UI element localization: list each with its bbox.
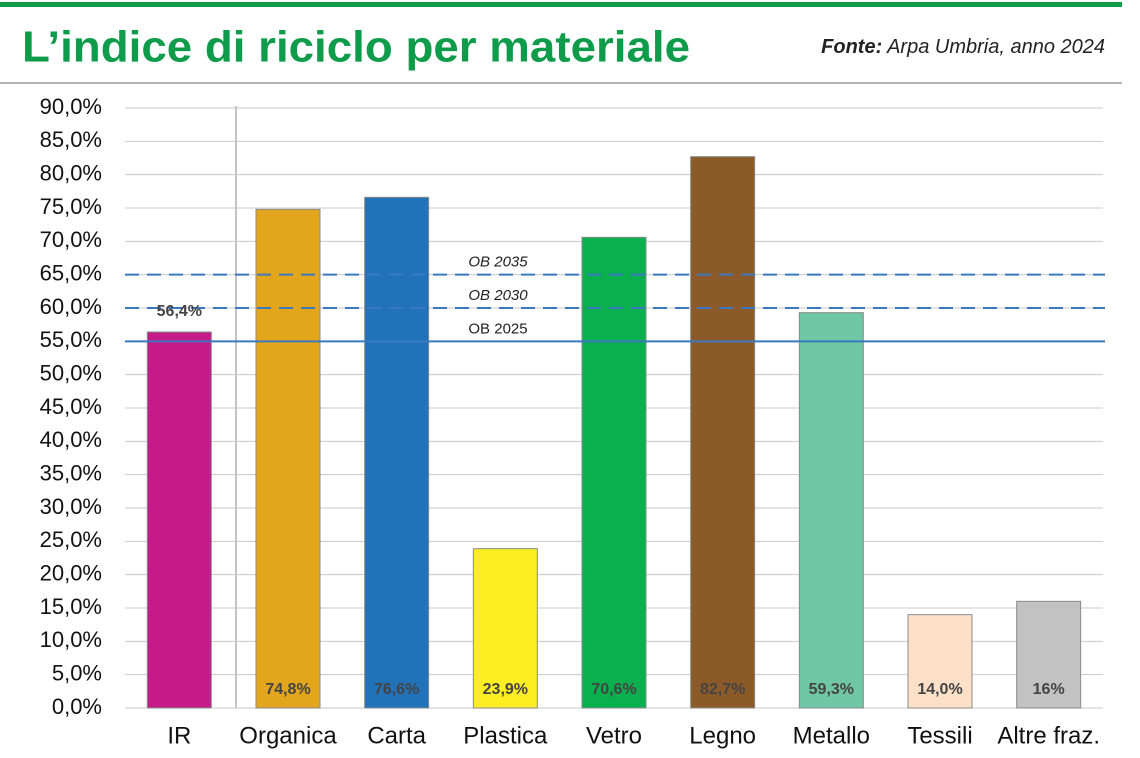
value-label: 82,7% (700, 681, 745, 698)
y-tick-label: 60,0% (40, 294, 102, 319)
bar (907, 614, 973, 709)
x-tick-label: Carta (367, 722, 426, 749)
x-tick-label: Plastica (463, 722, 548, 749)
y-tick-label: 75,0% (40, 194, 102, 219)
chart-title: L’indice di riciclo per materiale (22, 23, 690, 72)
value-label: 56,4% (157, 303, 202, 320)
y-tick-label: 90,0% (40, 94, 102, 119)
value-label: 70,6% (591, 681, 636, 698)
reference-label: OB 2035 (468, 254, 528, 271)
y-tick-label: 55,0% (40, 327, 102, 352)
y-tick-label: 85,0% (40, 127, 102, 152)
value-label: 23,9% (483, 681, 528, 698)
x-tick-label: Vetro (586, 722, 642, 749)
bar (472, 548, 538, 709)
y-tick-label: 80,0% (40, 160, 102, 185)
value-label: 59,3% (809, 681, 854, 698)
value-label: 14,0% (917, 681, 962, 698)
source-text: Arpa Umbria, anno 2024 (886, 36, 1105, 58)
y-tick-label: 20,0% (40, 560, 102, 585)
y-tick-label: 0,0% (52, 694, 102, 719)
value-label: 76,6% (374, 681, 419, 698)
y-tick-label: 50,0% (40, 360, 102, 385)
reference-label: OB 2025 (468, 320, 527, 337)
y-tick-label: 45,0% (40, 394, 102, 419)
reference-label: OB 2030 (468, 287, 528, 304)
value-label: 16% (1033, 681, 1065, 698)
y-tick-label: 65,0% (40, 260, 102, 285)
y-tick-label: 70,0% (40, 227, 102, 252)
y-tick-label: 25,0% (40, 527, 102, 552)
y-tick-label: 35,0% (40, 460, 102, 485)
x-tick-label: Metallo (793, 722, 870, 749)
bar (690, 156, 756, 709)
value-label: 74,8% (265, 681, 310, 698)
x-tick-label: IR (167, 722, 191, 749)
y-tick-label: 10,0% (40, 627, 102, 652)
y-tick-label: 30,0% (40, 494, 102, 519)
y-tick-label: 40,0% (40, 427, 102, 452)
bar (581, 236, 647, 709)
x-tick-label: Altre fraz. (997, 722, 1100, 749)
x-tick-label: Legno (689, 722, 756, 749)
bar (146, 331, 212, 709)
source: Fonte: Arpa Umbria, anno 2024 (821, 36, 1105, 58)
bar (255, 208, 321, 709)
y-tick-label: 15,0% (40, 594, 102, 619)
bar (798, 312, 864, 709)
source-label: Fonte: (821, 36, 882, 58)
x-tick-label: Tessili (907, 722, 972, 749)
y-tick-label: 5,0% (52, 660, 102, 685)
x-tick-label: Organica (239, 722, 337, 749)
top-rule (0, 2, 1122, 7)
bar (1016, 600, 1082, 709)
bar (364, 196, 430, 709)
